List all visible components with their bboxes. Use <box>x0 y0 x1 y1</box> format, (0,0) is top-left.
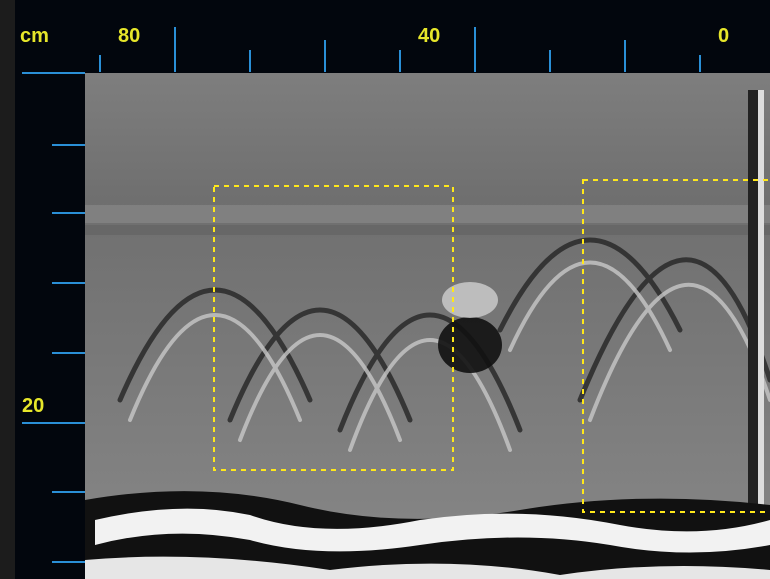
unit-label: cm <box>20 25 49 47</box>
side-strip <box>0 0 15 579</box>
top-tick-label: 0 <box>718 25 729 47</box>
selection-boxes <box>213 179 770 513</box>
left-tick-label: 20 <box>22 395 44 417</box>
radargram <box>85 73 770 579</box>
top-ticks <box>22 27 701 74</box>
top-tick-label: 80 <box>118 25 140 47</box>
left-ticks <box>22 144 85 563</box>
top-tick-label: 40 <box>418 25 440 47</box>
